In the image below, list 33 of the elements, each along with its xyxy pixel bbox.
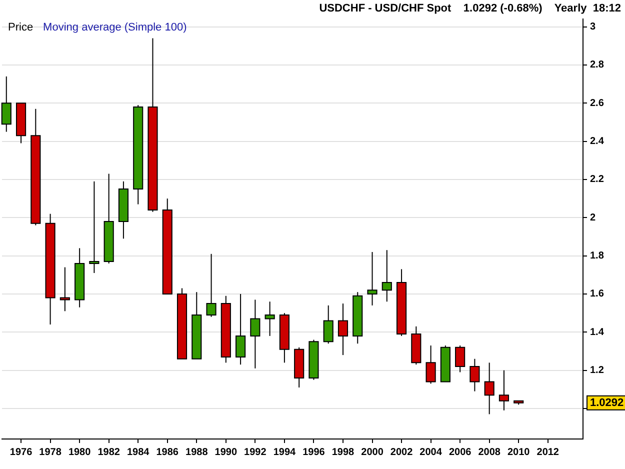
y-tick-label: 2.6 <box>590 98 604 109</box>
annotation: Price <box>8 22 34 34</box>
y-tick-label: 1.2 <box>590 365 604 376</box>
annotation: Moving average (Simple 100) <box>43 22 187 34</box>
x-tick-label: 1994 <box>273 446 296 458</box>
x-tick-label: 2002 <box>390 446 414 458</box>
y-tick-label: 3 <box>590 22 596 33</box>
x-tick-label: 1990 <box>214 446 238 458</box>
y-tick-label: 2.4 <box>590 136 604 148</box>
y-tick-label: 2.2 <box>590 174 604 186</box>
x-tick-label: 2008 <box>478 446 501 458</box>
x-tick-label: 1976 <box>10 446 33 458</box>
x-tick-label: 1986 <box>156 446 179 458</box>
x-tick-label: 2010 <box>507 446 530 458</box>
x-tick-label: 1996 <box>302 446 326 458</box>
x-tick-label: 1988 <box>186 446 208 458</box>
x-tick-label: 1984 <box>126 446 150 458</box>
x-tick-label: 2004 <box>420 446 442 458</box>
y-tick-label: 1.8 <box>590 250 604 262</box>
x-tick-label: 1980 <box>68 446 92 458</box>
x-tick-label: 2012 <box>536 446 560 458</box>
x-tick-label: 1992 <box>244 446 267 458</box>
text: 1.0292 <box>590 396 624 409</box>
y-tick-label: 1.4 <box>590 326 604 338</box>
y-tick-label: 2 <box>590 212 596 224</box>
x-tick-label: 1998 <box>332 446 355 458</box>
x-tick-label: 1978 <box>39 446 62 458</box>
chart-title: USDCHF - USD/CHF Spot 1.0292 (-0.68%) Yearly 18:12 <box>319 2 621 15</box>
x-tick-label: 2006 <box>448 446 472 458</box>
y-tick-label: 1.6 <box>590 288 604 300</box>
x-tick-label: 1982 <box>98 446 120 458</box>
y-tick-label: 2.8 <box>590 60 604 71</box>
x-tick-label: 2000 <box>361 446 384 458</box>
